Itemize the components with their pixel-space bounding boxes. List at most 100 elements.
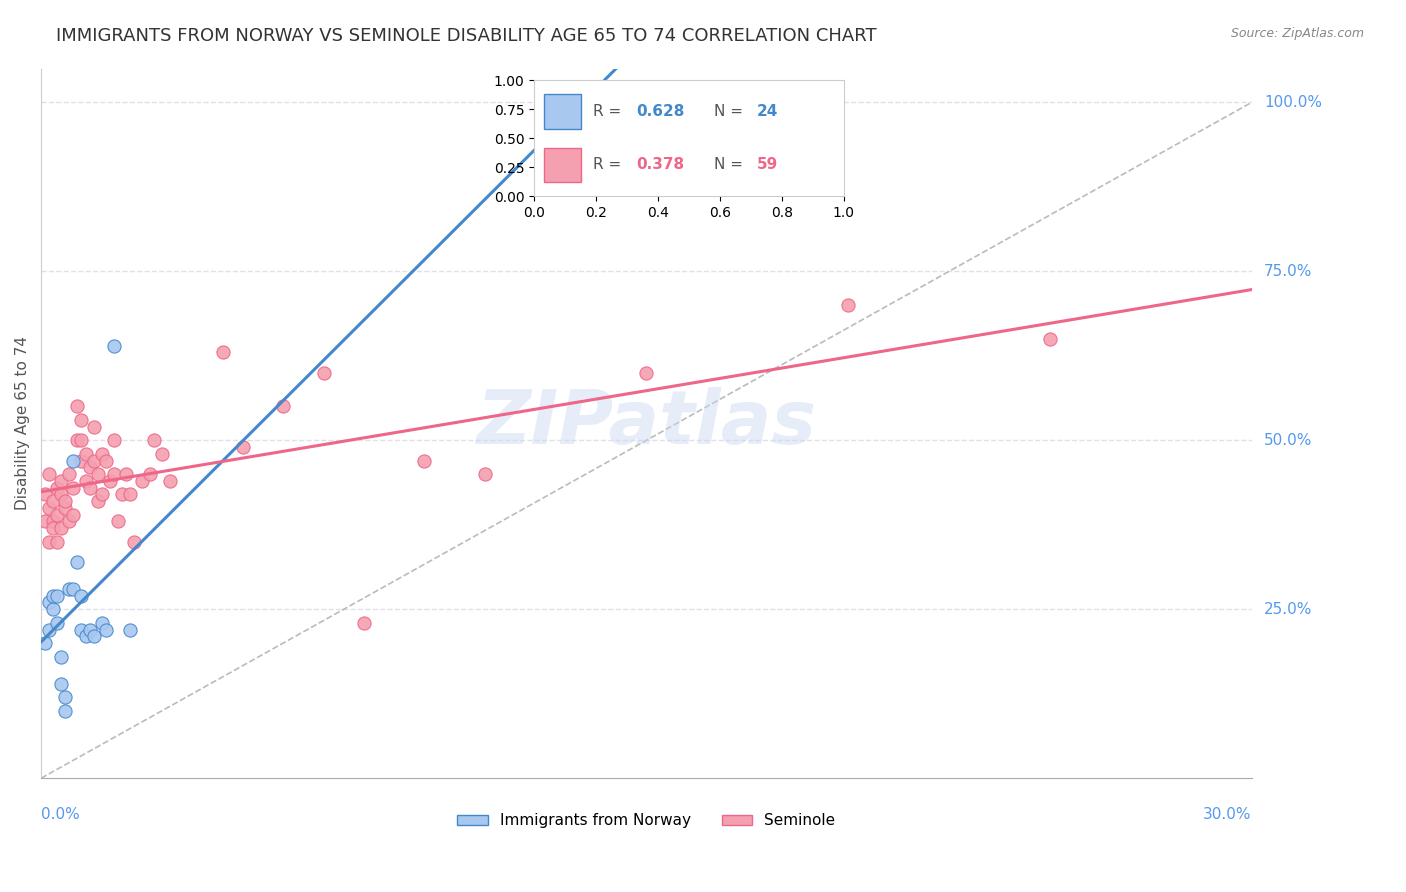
Point — [42, 494, 65, 508]
Point — [115, 467, 138, 481]
Point — [474, 467, 496, 481]
Point — [118, 487, 141, 501]
Text: Source: ZipAtlas.com: Source: ZipAtlas.com — [1230, 27, 1364, 40]
Point — [211, 345, 233, 359]
Point — [38, 467, 60, 481]
Point — [46, 481, 69, 495]
Point — [58, 467, 80, 481]
Point — [150, 447, 173, 461]
Point — [51, 474, 73, 488]
Point — [38, 623, 60, 637]
Point — [51, 649, 73, 664]
Point — [131, 474, 153, 488]
Point — [83, 629, 105, 643]
Point — [86, 467, 108, 481]
Text: 50.0%: 50.0% — [1264, 433, 1312, 448]
Point — [51, 487, 73, 501]
Point — [70, 453, 93, 467]
Point — [46, 615, 69, 630]
Point — [53, 690, 76, 705]
Text: 0.0%: 0.0% — [41, 806, 80, 822]
Point — [271, 400, 294, 414]
Text: R =: R = — [593, 104, 626, 120]
Point — [66, 400, 89, 414]
Point — [79, 460, 101, 475]
Point — [34, 636, 56, 650]
Point — [413, 453, 436, 467]
Text: 0.628: 0.628 — [637, 104, 685, 120]
Point — [62, 481, 84, 495]
Point — [46, 508, 69, 522]
Point — [122, 534, 145, 549]
Point — [66, 434, 89, 448]
Point — [103, 434, 125, 448]
Point — [42, 521, 65, 535]
Text: 100.0%: 100.0% — [1264, 95, 1322, 110]
Point — [75, 447, 97, 461]
Text: 59: 59 — [756, 157, 779, 172]
Point — [53, 704, 76, 718]
Point — [103, 338, 125, 352]
Point — [90, 447, 112, 461]
Point — [42, 589, 65, 603]
Point — [42, 515, 65, 529]
Point — [111, 487, 134, 501]
Text: N =: N = — [714, 157, 748, 172]
Point — [94, 453, 117, 467]
Point — [139, 467, 162, 481]
Text: 24: 24 — [756, 104, 779, 120]
Point — [38, 500, 60, 515]
Legend: Immigrants from Norway, Seminole: Immigrants from Norway, Seminole — [451, 807, 842, 834]
Point — [58, 515, 80, 529]
Text: ZIPatlas: ZIPatlas — [477, 387, 817, 460]
Point — [51, 676, 73, 690]
Point — [42, 602, 65, 616]
Point — [90, 487, 112, 501]
Point — [837, 298, 859, 312]
Point — [70, 589, 93, 603]
Point — [58, 582, 80, 596]
Text: R =: R = — [593, 157, 626, 172]
Point — [312, 366, 335, 380]
Point — [94, 623, 117, 637]
Text: 30.0%: 30.0% — [1204, 806, 1251, 822]
Point — [103, 467, 125, 481]
Point — [98, 474, 121, 488]
Point — [232, 440, 254, 454]
Point — [53, 500, 76, 515]
Point — [353, 615, 375, 630]
Point — [159, 474, 181, 488]
Point — [38, 595, 60, 609]
Y-axis label: Disability Age 65 to 74: Disability Age 65 to 74 — [15, 336, 30, 510]
Point — [75, 629, 97, 643]
Point — [46, 589, 69, 603]
Point — [70, 434, 93, 448]
Text: 0.378: 0.378 — [637, 157, 685, 172]
Point — [53, 494, 76, 508]
Point — [118, 623, 141, 637]
Point — [90, 615, 112, 630]
Point — [86, 494, 108, 508]
Point — [66, 555, 89, 569]
Point — [62, 508, 84, 522]
Point — [46, 534, 69, 549]
FancyBboxPatch shape — [544, 95, 581, 129]
Text: 75.0%: 75.0% — [1264, 264, 1312, 279]
Text: N =: N = — [714, 104, 748, 120]
Point — [107, 515, 129, 529]
Point — [38, 534, 60, 549]
Text: IMMIGRANTS FROM NORWAY VS SEMINOLE DISABILITY AGE 65 TO 74 CORRELATION CHART: IMMIGRANTS FROM NORWAY VS SEMINOLE DISAB… — [56, 27, 877, 45]
Point — [70, 623, 93, 637]
Point — [79, 481, 101, 495]
Point — [1039, 332, 1062, 346]
Point — [34, 487, 56, 501]
FancyBboxPatch shape — [544, 147, 581, 182]
Point — [62, 453, 84, 467]
Point — [83, 419, 105, 434]
Point — [34, 515, 56, 529]
Point — [143, 434, 166, 448]
Point — [62, 582, 84, 596]
Point — [70, 413, 93, 427]
Point — [51, 521, 73, 535]
Text: 25.0%: 25.0% — [1264, 602, 1312, 616]
